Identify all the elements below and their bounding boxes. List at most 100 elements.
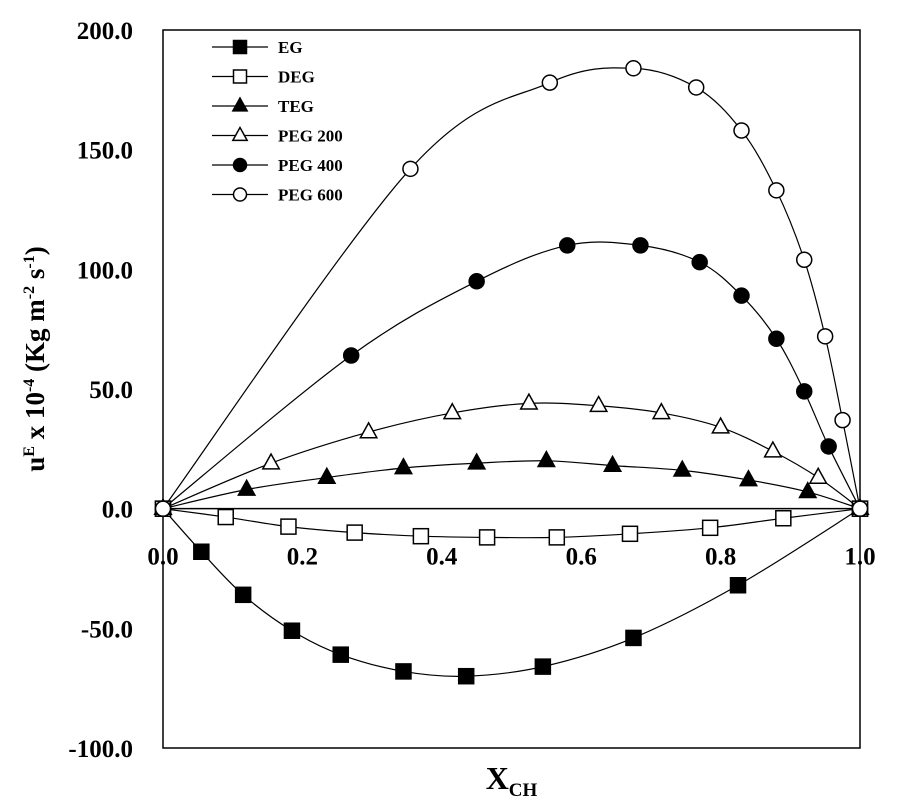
data-point-peg-200 bbox=[763, 440, 783, 458]
x-tick-label: 0.4 bbox=[426, 544, 458, 571]
y-tick-label: 200.0 bbox=[77, 18, 133, 45]
y-title-sup4: -1 bbox=[21, 255, 38, 268]
y-tick-label: -50.0 bbox=[81, 616, 133, 643]
data-point-deg bbox=[701, 519, 719, 537]
series-peg-200 bbox=[153, 392, 870, 516]
data-point-deg bbox=[346, 524, 363, 541]
legend-label: TEG bbox=[278, 97, 314, 116]
series-eg bbox=[154, 500, 869, 685]
data-point-peg-400 bbox=[795, 383, 813, 400]
series-line-eg bbox=[162, 508, 861, 677]
y-title-sup2: -4 bbox=[21, 379, 38, 392]
legend-entry-peg-600: PEG 600 bbox=[212, 186, 343, 205]
series-teg bbox=[153, 450, 870, 516]
data-point-peg-400 bbox=[733, 287, 750, 304]
data-point-peg-200 bbox=[808, 466, 828, 484]
x-axis-title: XCH bbox=[486, 760, 538, 801]
legend-label: PEG 600 bbox=[278, 186, 343, 205]
x-tick-label: 1.0 bbox=[844, 544, 875, 571]
legend-marker-deg bbox=[232, 69, 248, 84]
series-layer bbox=[153, 60, 870, 685]
data-point-peg-200 bbox=[711, 416, 731, 434]
legend-entry-eg: EG bbox=[212, 38, 303, 57]
x-tick-label: 0.8 bbox=[705, 544, 736, 571]
y-title-unit1: (Kg m bbox=[20, 299, 50, 379]
data-point-peg-600 bbox=[541, 74, 559, 91]
data-point-peg-200 bbox=[589, 395, 609, 413]
y-title-unit3: ) bbox=[20, 246, 50, 255]
data-point-teg bbox=[603, 454, 623, 472]
data-point-teg bbox=[393, 457, 413, 475]
plot-frame bbox=[162, 29, 861, 749]
x-tick-labels: 0.0 0.2 0.4 0.6 0.8 1.0 bbox=[147, 544, 875, 571]
data-point-deg bbox=[217, 508, 234, 526]
y-tick-label: 150.0 bbox=[77, 138, 133, 165]
legend-label: PEG 400 bbox=[278, 156, 343, 175]
data-point-peg-400 bbox=[632, 237, 649, 254]
data-point-peg-400 bbox=[559, 237, 576, 254]
legend-label: PEG 200 bbox=[278, 127, 343, 146]
legend-marker-teg bbox=[231, 96, 249, 112]
series-line-deg bbox=[162, 508, 861, 539]
data-point-teg bbox=[317, 466, 337, 484]
data-point-peg-400 bbox=[468, 273, 485, 290]
legend-entry-peg-400: PEG 400 bbox=[212, 156, 343, 175]
data-point-peg-400 bbox=[691, 253, 708, 271]
legend-label: EG bbox=[278, 38, 303, 57]
legend-entry-peg-200: PEG 200 bbox=[212, 125, 343, 146]
legend-entry-deg: DEG bbox=[212, 68, 315, 87]
data-point-peg-600 bbox=[154, 500, 172, 517]
y-tick-labels: 200.0 150.0 100.0 50.0 0.0 -50.0 -100.0 bbox=[68, 18, 133, 763]
data-point-teg bbox=[237, 478, 257, 496]
y-tick-label: 100.0 bbox=[77, 257, 133, 284]
data-point-peg-600 bbox=[768, 182, 785, 199]
data-point-eg bbox=[234, 586, 252, 604]
data-point-peg-400 bbox=[768, 330, 785, 347]
data-point-teg bbox=[536, 450, 556, 468]
data-point-teg bbox=[672, 459, 692, 477]
x-tick-label: 0.2 bbox=[287, 544, 318, 571]
legend-marker-peg-600 bbox=[232, 187, 248, 202]
y-tick-label: 50.0 bbox=[89, 377, 133, 404]
legend-marker-peg-200 bbox=[231, 125, 249, 142]
data-point-peg-600 bbox=[816, 328, 834, 345]
y-axis-title: uE x 10-4 (Kg m-2 s-1) bbox=[20, 246, 50, 471]
data-point-deg bbox=[478, 529, 496, 546]
legend-entry-teg: TEG bbox=[212, 96, 314, 116]
data-point-peg-200 bbox=[519, 392, 539, 410]
x-tick-label: 0.0 bbox=[147, 544, 178, 571]
data-point-teg bbox=[798, 481, 818, 499]
data-point-eg bbox=[625, 629, 642, 647]
data-point-teg bbox=[467, 452, 487, 470]
data-point-peg-600 bbox=[795, 251, 813, 269]
data-point-eg bbox=[457, 667, 475, 685]
data-point-eg bbox=[193, 543, 210, 560]
y-tick-label: 0.0 bbox=[102, 497, 133, 524]
y-title-sup1: E bbox=[21, 446, 38, 457]
legend-marker-eg bbox=[232, 39, 248, 55]
data-point-deg bbox=[280, 518, 297, 535]
x-axis-title-main: X bbox=[486, 760, 509, 796]
series-peg-600 bbox=[154, 60, 869, 517]
x-axis-title-sub: CH bbox=[509, 780, 538, 801]
data-point-teg bbox=[738, 469, 759, 487]
data-point-peg-600 bbox=[851, 500, 869, 517]
y-title-sup3: -2 bbox=[21, 286, 38, 299]
series-line-peg-200 bbox=[162, 402, 861, 510]
data-point-peg-600 bbox=[733, 122, 750, 139]
data-point-eg bbox=[283, 622, 301, 639]
data-point-peg-600 bbox=[834, 411, 851, 429]
data-point-peg-600 bbox=[687, 79, 705, 96]
data-point-deg bbox=[775, 509, 792, 527]
data-point-eg bbox=[332, 646, 349, 663]
data-point-peg-600 bbox=[625, 60, 642, 77]
y-title-mid: x 10 bbox=[20, 392, 50, 446]
data-point-eg bbox=[729, 577, 747, 594]
legend: EG DEG TEG PEG 200 PEG 400 PEG 600 bbox=[212, 38, 343, 205]
series-peg-400 bbox=[154, 237, 869, 517]
legend-marker-peg-400 bbox=[232, 157, 248, 173]
data-point-deg bbox=[621, 525, 639, 543]
data-point-deg bbox=[548, 529, 566, 546]
data-point-peg-600 bbox=[402, 160, 419, 178]
